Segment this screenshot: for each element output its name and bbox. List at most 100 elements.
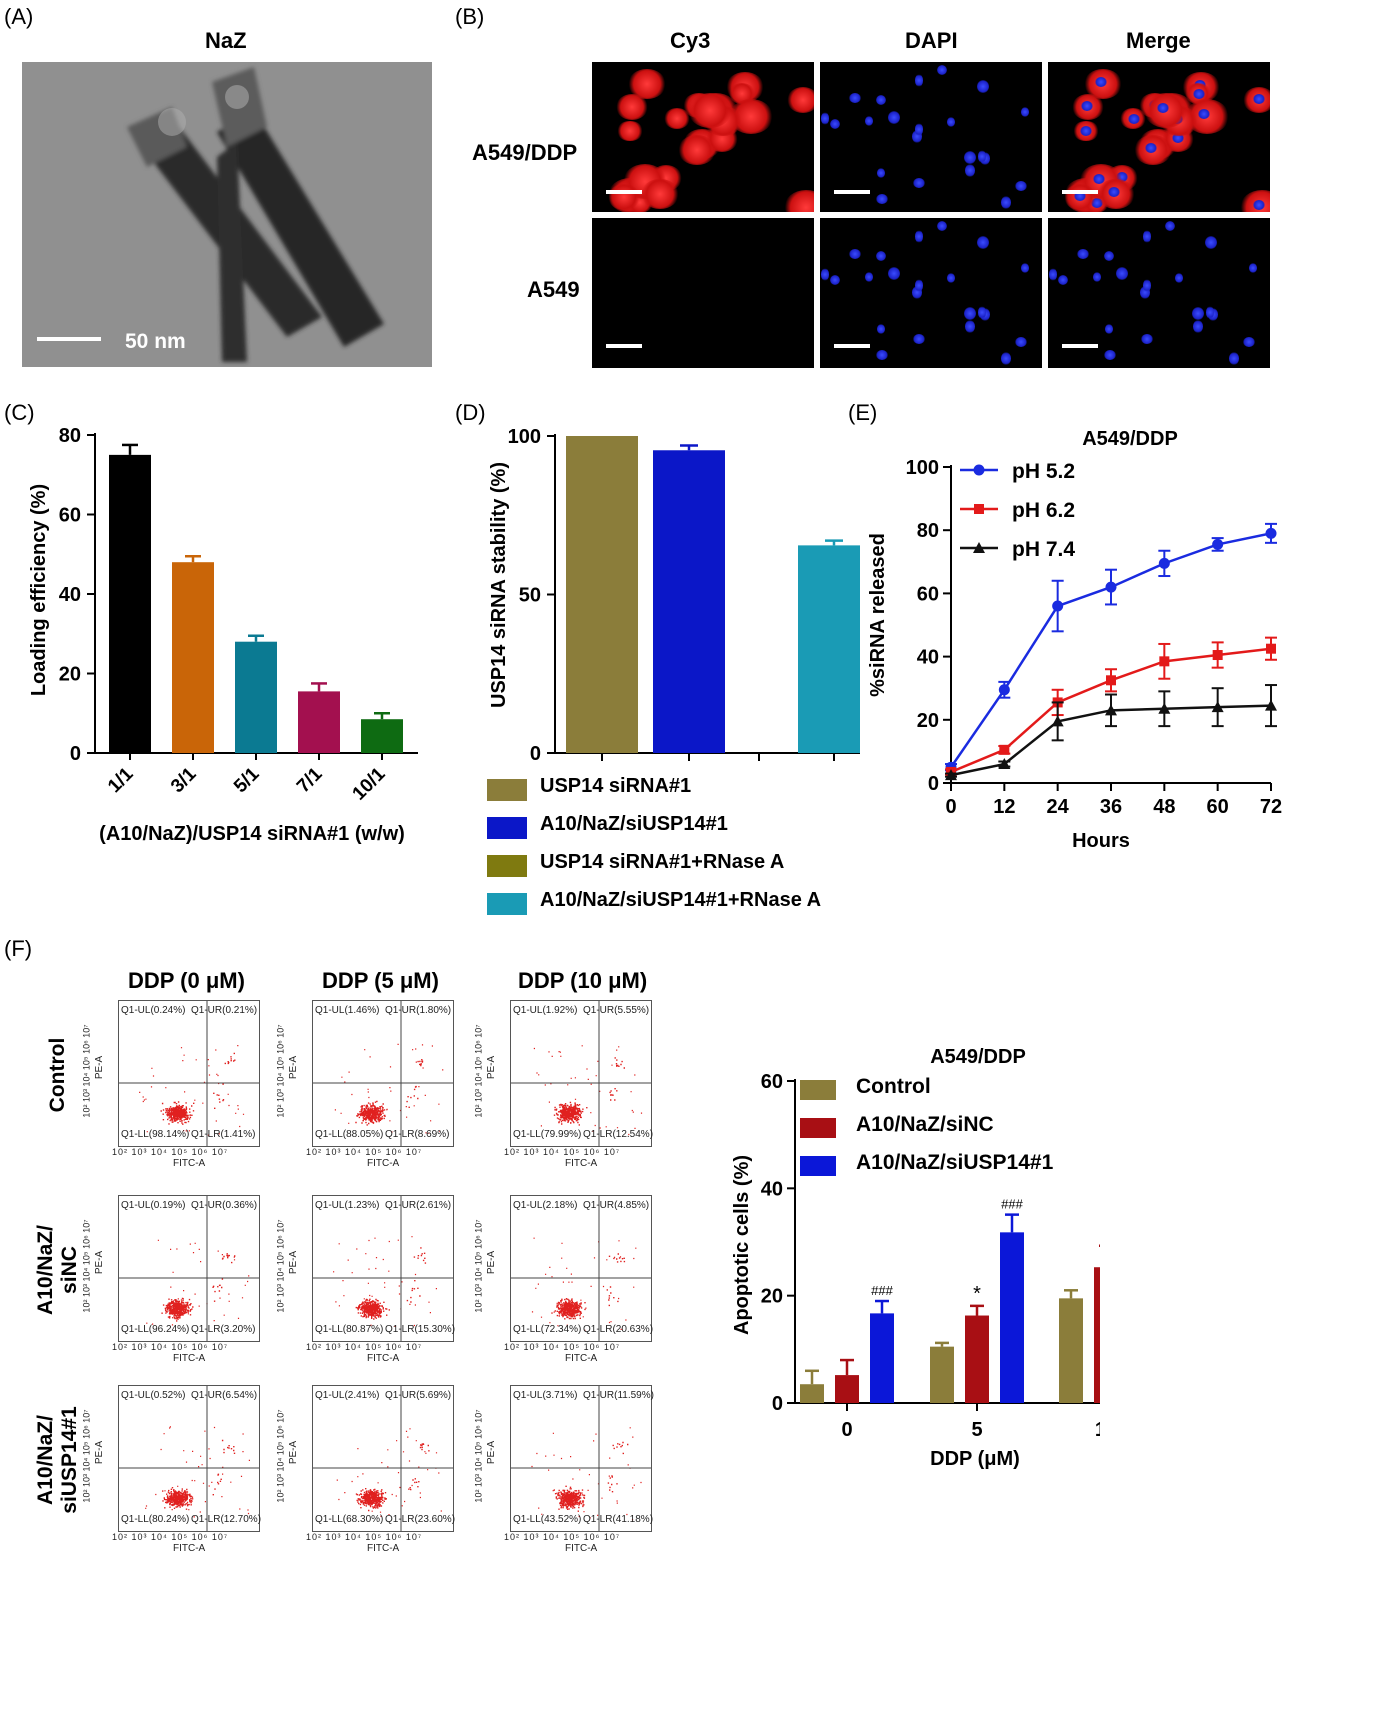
nucleus (914, 74, 923, 88)
nucleus (1093, 272, 1102, 283)
nucleus (1140, 286, 1151, 300)
x-tick-label: 5/1 (230, 763, 264, 797)
flow-events (139, 1045, 245, 1136)
nucleus (876, 349, 889, 360)
nucleus (947, 273, 956, 284)
data-point (1266, 643, 1276, 654)
legend-marker (974, 504, 984, 514)
legend-swatch (487, 779, 527, 801)
nucleus (1143, 278, 1152, 292)
nucleus (915, 122, 924, 136)
nucleus (977, 150, 986, 164)
nucleus (1015, 336, 1028, 347)
flow-plot-r0-c1: Q1-UL(1.46%) Q1-UR(1.80%) Q1-LL(88.05%) Q1-… (312, 1000, 454, 1147)
data-point (1052, 600, 1064, 612)
data-point (1212, 538, 1224, 550)
flow-x-label: FITC-A (367, 1543, 400, 1554)
cell (677, 134, 716, 166)
nucleus (1095, 76, 1108, 87)
quadrant-label: Q1-LL(80.24%) (121, 1514, 190, 1525)
micrograph-r1-c1 (820, 218, 1042, 368)
data-point (1158, 702, 1171, 714)
nucleus (865, 116, 874, 127)
quadrant-label: Q1-LL(68.30%) (315, 1514, 384, 1525)
quadrant-label: Q1-LL(72.34%) (513, 1324, 582, 1335)
nucleus (1021, 106, 1030, 117)
bar-1/1 (109, 454, 151, 753)
quadrant-label: Q1-UL(0.24%) (121, 1005, 186, 1016)
quadrant-label: Q1-LL(88.05%) (315, 1129, 384, 1140)
nucleus (912, 130, 923, 144)
scale-bar (1062, 190, 1098, 194)
panel-e-label: (E) (848, 400, 878, 425)
nucleus (1116, 267, 1129, 281)
nucleus (1021, 262, 1030, 273)
cell (787, 86, 814, 113)
quadrant-label: Q1-UR(11.59%) (583, 1390, 654, 1401)
data-point (999, 744, 1010, 755)
flow-x-label: FITC-A (173, 1353, 206, 1364)
flow-x-ticks: 10² 10³ 10⁴ 10⁵ 10⁶ 10⁷ (306, 1532, 423, 1542)
flow-x-ticks: 10² 10³ 10⁴ 10⁵ 10⁶ 10⁷ (504, 1342, 621, 1352)
micrograph-r0-c2 (1048, 62, 1270, 212)
cell (688, 93, 733, 129)
nucleus (1104, 349, 1117, 360)
flow-x-label: FITC-A (565, 1353, 598, 1364)
y-tick-label: 50 (519, 585, 541, 607)
y-axis-label: Apoptotic cells (%) (731, 1155, 753, 1335)
flow-row-label-1: A10/NaZ/ siNC (34, 1225, 81, 1315)
flow-x-label: FITC-A (367, 1353, 400, 1364)
flow-col-0: DDP (0 μM) (128, 968, 245, 993)
legend-swatch (800, 1080, 836, 1100)
flow-plot-r2-c2: Q1-UL(3.71%) Q1-UR(11.59%) Q1-LL(43.52%) Q1… (510, 1385, 654, 1532)
nucleus (912, 286, 923, 300)
flow-x-ticks: 10² 10³ 10⁴ 10⁵ 10⁶ 10⁷ (112, 1532, 229, 1542)
quadrant-label: Q1-UL(0.52%) (121, 1390, 186, 1401)
bar-2-1 (1000, 1232, 1024, 1403)
flow-plot-r0-c0: Q1-UL(0.24%) Q1-UR(0.21%) Q1-LL(98.14%) Q1-… (118, 1000, 260, 1147)
bar-1-2 (1094, 1267, 1100, 1403)
x-tick-label: 0 (945, 796, 956, 818)
legend-marker (973, 464, 985, 476)
nucleus (1076, 248, 1089, 259)
micrograph-r1-c0 (592, 218, 814, 368)
flow-scatter (511, 1386, 651, 1531)
panel-a-title: NaZ (205, 28, 247, 53)
x-axis-label: DDP (μM) (930, 1448, 1020, 1470)
legend-swatch (487, 893, 527, 915)
cell (640, 178, 679, 210)
bar-0-2 (1059, 1298, 1083, 1403)
quadrant-label: Q1-LL(79.99%) (513, 1129, 582, 1140)
flow-x-label: FITC-A (565, 1158, 598, 1169)
nucleus (1015, 180, 1028, 191)
y-tick-label: 40 (917, 647, 939, 669)
nucleus (912, 177, 925, 188)
significance-mark: ### (1001, 1197, 1023, 1212)
y-tick-label: 0 (772, 1393, 783, 1415)
data-point (1211, 701, 1224, 713)
significance-mark: * (973, 1283, 981, 1305)
nucleus (875, 250, 886, 261)
quadrant-label: Q1-UR(5.69%) (385, 1390, 452, 1401)
quadrant-label: Q1-LR(20.63%) (583, 1324, 654, 1335)
nucleus (1103, 250, 1114, 261)
flow-x-label: FITC-A (367, 1158, 400, 1169)
flow-y-label: PE-A (94, 1055, 106, 1080)
nucleus (821, 111, 830, 125)
quadrant-label: Q1-LR(8.69%) (385, 1129, 450, 1140)
quadrant-label: Q1-LL(43.52%) (513, 1514, 582, 1525)
chart-title: A549/DDP (930, 1046, 1026, 1068)
quadrant-label: Q1-LL(96.24%) (121, 1324, 190, 1335)
nucleus (936, 65, 947, 76)
micrograph-r0-c1 (820, 62, 1042, 212)
nucleus (1140, 333, 1153, 344)
flow-scatter (313, 1386, 453, 1531)
flow-x-label: FITC-A (565, 1543, 598, 1554)
data-point (1265, 699, 1277, 711)
chart-sirna-release: A549/DDP 0 20 40 60 80 100 0 12 24 36 48 60 72 Hours %s… (867, 428, 1282, 852)
bar-1-0 (835, 1375, 859, 1403)
legend-label: pH 7.4 (1012, 538, 1075, 561)
nucleus (1073, 191, 1086, 202)
x-tick-label: 0 (841, 1419, 852, 1441)
data-point (945, 769, 957, 781)
